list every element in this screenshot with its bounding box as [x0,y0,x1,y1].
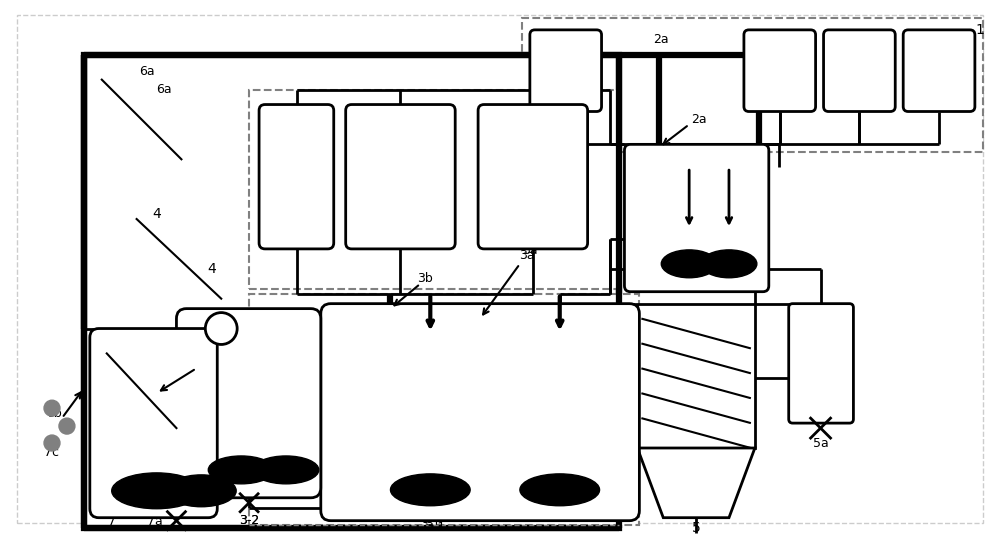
Text: 3b: 3b [417,272,433,285]
Text: 4c: 4c [289,170,304,184]
Text: 4: 4 [152,207,161,221]
Ellipse shape [520,474,600,506]
Ellipse shape [390,474,470,506]
FancyBboxPatch shape [903,30,975,111]
Text: 3c: 3c [408,509,423,522]
Text: 5: 5 [692,520,701,534]
Polygon shape [637,448,755,518]
FancyBboxPatch shape [624,144,769,292]
Text: 7c: 7c [44,446,59,459]
Bar [249,90,619,289]
Text: 6a: 6a [139,65,154,78]
Text: 3-1: 3-1 [425,521,445,534]
Text: 7a: 7a [147,515,162,528]
Text: 3a: 3a [522,244,538,257]
Text: 3c: 3c [405,503,420,516]
FancyBboxPatch shape [346,105,455,249]
Circle shape [205,312,237,345]
Text: 2a: 2a [691,113,707,126]
Text: 6: 6 [145,361,154,375]
Bar [522,18,983,152]
Bar [249,294,639,525]
Polygon shape [102,339,152,458]
FancyBboxPatch shape [530,30,602,111]
FancyBboxPatch shape [744,30,816,111]
Ellipse shape [59,418,75,434]
Text: 1c: 1c [772,66,787,79]
Ellipse shape [253,456,319,484]
Text: 3-1: 3-1 [420,518,440,531]
Text: 6a: 6a [156,83,171,96]
Ellipse shape [112,473,201,509]
Text: 4a: 4a [525,170,541,184]
Bar [637,304,755,448]
FancyBboxPatch shape [824,30,895,111]
Text: 2: 2 [762,250,771,264]
FancyBboxPatch shape [259,105,334,249]
Ellipse shape [44,400,60,416]
Text: 3: 3 [630,302,639,316]
Text: 6: 6 [97,341,106,355]
Text: 1b: 1b [852,66,867,79]
Text: 1d: 1d [558,66,574,79]
Bar [84,55,619,527]
Ellipse shape [701,250,757,278]
Text: 3-2: 3-2 [239,514,259,527]
Text: 4: 4 [207,262,216,276]
Text: 2a: 2a [653,33,669,46]
FancyBboxPatch shape [176,309,321,498]
Text: 1a: 1a [931,66,947,79]
Ellipse shape [661,250,717,278]
Text: 6b: 6b [46,407,62,420]
Text: 7: 7 [108,515,116,528]
Text: 3-2: 3-2 [239,514,259,527]
Text: 4b: 4b [393,170,408,184]
Text: 3a: 3a [519,249,535,262]
FancyBboxPatch shape [90,329,217,518]
Text: 7b: 7b [203,357,219,370]
FancyBboxPatch shape [789,304,853,423]
Ellipse shape [208,456,274,484]
Ellipse shape [44,435,60,451]
FancyBboxPatch shape [478,105,588,249]
Text: 5a: 5a [813,436,828,450]
Text: P: P [217,324,225,333]
Ellipse shape [166,475,236,507]
Text: 1: 1 [975,23,984,37]
FancyBboxPatch shape [321,304,639,520]
Text: 3b: 3b [383,302,398,315]
